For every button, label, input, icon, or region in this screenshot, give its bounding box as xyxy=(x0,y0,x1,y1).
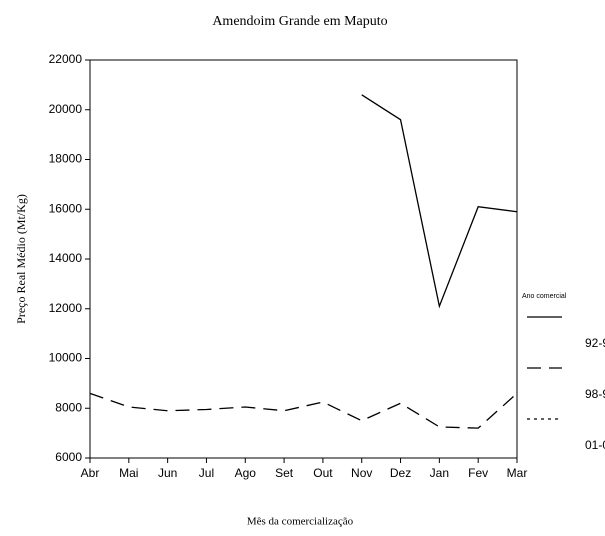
x-tick-label: Mai xyxy=(119,466,138,480)
legend-label: 92-93 xyxy=(585,336,605,350)
y-tick-label: 16000 xyxy=(49,201,83,215)
x-tick-label: Dez xyxy=(390,466,411,480)
y-tick-label: 14000 xyxy=(49,251,83,265)
y-tick-label: 22000 xyxy=(49,52,83,66)
x-tick-label: Set xyxy=(275,466,294,480)
chart-title: Amendoim Grande em Maputo xyxy=(212,14,387,29)
series-line xyxy=(89,392,518,429)
series-line xyxy=(361,94,518,309)
y-tick-label: 20000 xyxy=(49,102,83,116)
x-tick-label: Mar xyxy=(507,466,528,480)
y-tick-label: 8000 xyxy=(55,400,82,414)
y-tick-label: 18000 xyxy=(49,152,83,166)
x-tick-label: Abr xyxy=(81,466,100,480)
x-tick-label: Fev xyxy=(468,466,488,480)
x-tick-label: Ago xyxy=(235,466,257,480)
x-axis-label: Mês da comercialização xyxy=(247,516,354,528)
y-tick-label: 10000 xyxy=(49,351,83,365)
x-tick-label: Jun xyxy=(158,466,177,480)
x-tick-label: Jul xyxy=(199,466,214,480)
plot-frame xyxy=(89,59,518,459)
x-tick-label: Out xyxy=(313,466,333,480)
y-tick-label: 6000 xyxy=(55,450,82,464)
legend-title: Ano comercial xyxy=(522,293,567,300)
x-tick-label: Jan xyxy=(430,466,449,480)
legend-label: 98-99 xyxy=(585,387,605,401)
x-tick-label: Nov xyxy=(351,466,372,480)
y-axis-label: Preço Real Médio (Mt/Kg) xyxy=(14,194,28,324)
y-tick-label: 12000 xyxy=(49,301,83,315)
legend-label: 01-02 xyxy=(585,438,605,452)
